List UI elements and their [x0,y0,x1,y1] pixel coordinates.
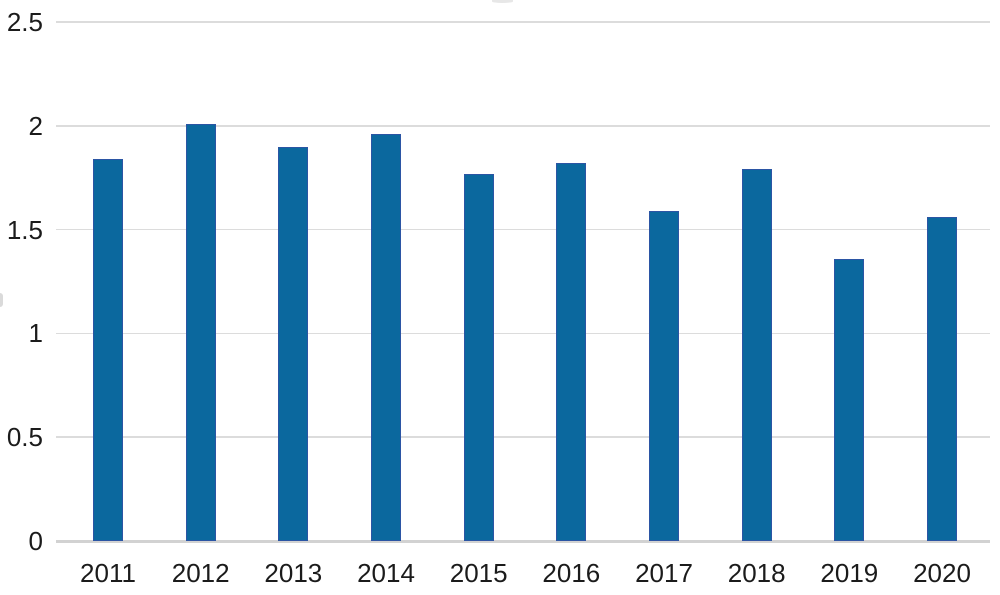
x-tick-label: 2020 [913,558,971,588]
y-tick-label: 0 [28,526,43,556]
bar-2020 [927,217,957,541]
bar-2014 [371,134,401,541]
x-tick-label: 2018 [727,558,786,588]
x-tick-label: 2011 [80,558,136,588]
x-tick-label: 2012 [171,558,230,588]
gridline [56,21,990,23]
gridline [56,436,990,438]
x-axis-line [56,540,990,543]
cropped-y-axis-title-fragment [0,293,3,307]
y-tick-label: 0.5 [6,422,43,453]
bar-2011 [93,159,123,541]
bar-2016 [556,163,587,541]
bar-2017 [649,210,679,541]
cropped-title-fragment [492,0,513,3]
gridline [56,332,990,335]
bar-2018 [741,169,772,541]
y-tick-label: 1 [28,318,43,349]
bar-2013 [278,146,309,541]
x-tick-label: 2017 [635,558,693,588]
x-tick-label: 2014 [357,558,415,588]
bar-2015 [463,173,494,541]
x-tick-label: 2015 [449,558,508,588]
y-tick-label: 2.5 [6,7,43,37]
x-tick-label: 2016 [542,558,601,588]
x-tick-label: 2019 [820,558,879,588]
gridline [56,228,990,231]
gridline [56,125,990,127]
y-tick-label: 2 [28,110,43,141]
bar-2012 [185,123,216,541]
y-tick-label: 1.5 [6,214,43,245]
x-tick-label: 2013 [264,558,323,588]
bar-2019 [834,258,865,541]
